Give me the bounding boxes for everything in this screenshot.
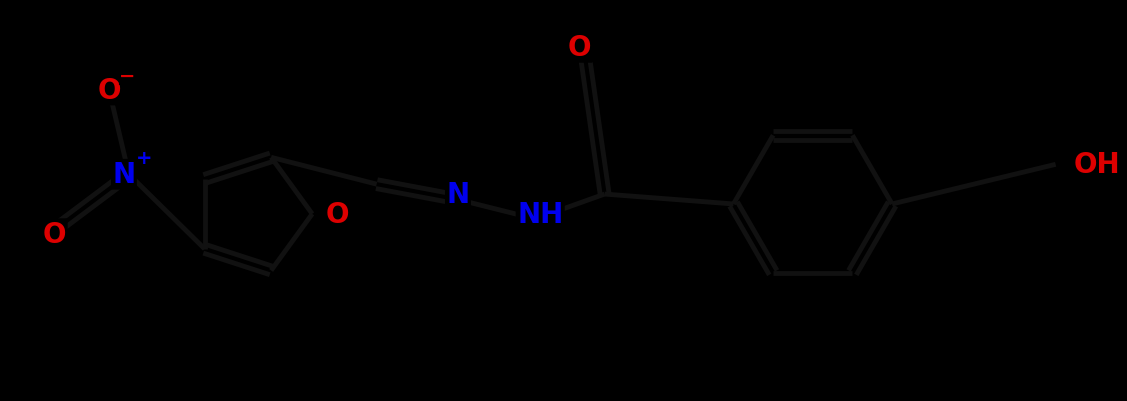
- Text: O: O: [326, 200, 349, 228]
- Text: +: +: [135, 149, 152, 168]
- Text: NH: NH: [517, 200, 564, 228]
- Text: N: N: [113, 161, 135, 189]
- Text: OH: OH: [1073, 151, 1120, 179]
- Text: O: O: [43, 220, 66, 248]
- Text: O: O: [568, 34, 592, 62]
- Text: O: O: [97, 77, 121, 105]
- Text: N: N: [446, 180, 470, 209]
- Text: −: −: [119, 67, 135, 86]
